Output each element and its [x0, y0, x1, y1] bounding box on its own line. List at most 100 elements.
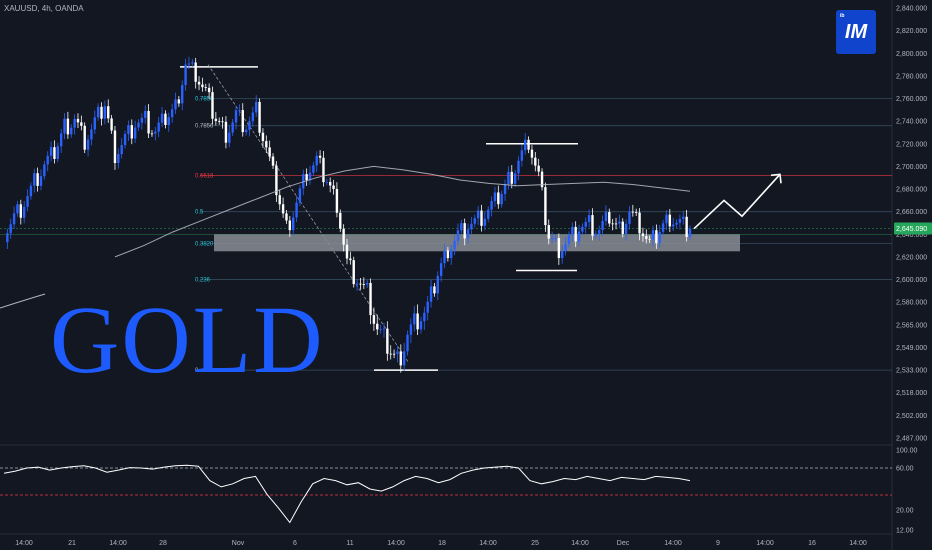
candle-body: [80, 122, 83, 126]
candle-body: [598, 230, 601, 234]
candle-body: [466, 229, 470, 239]
candle-body: [688, 228, 692, 237]
candle-body: [93, 117, 96, 130]
candle-body: [194, 62, 197, 82]
time-tick-label: 14:00: [756, 540, 774, 547]
candle-body: [587, 215, 591, 222]
candle-body: [567, 234, 571, 244]
price-axis[interactable]: 2,840.000 2,820.000 2,800.000 2,780.000 2,76…: [894, 6, 932, 443]
candle-body: [450, 249, 453, 259]
fib-label: 0: [195, 368, 199, 374]
candle-body: [399, 351, 403, 366]
candle-body: [113, 130, 117, 164]
candle-body: [365, 282, 369, 285]
candle-body: [534, 157, 537, 166]
candle-body: [524, 139, 527, 151]
time-tick-label: Dec: [617, 540, 630, 547]
candle-body: [86, 139, 90, 150]
moving-average-left-segment: [0, 293, 46, 309]
candle-body: [191, 62, 194, 64]
time-tick-label: 21: [68, 540, 76, 547]
candle-body: [608, 212, 611, 224]
rsi-pane: 100.00 60.00 20.00 12.00: [0, 448, 918, 535]
candle-body: [483, 218, 487, 226]
candle-body: [594, 233, 598, 236]
fib-label: 0.3820: [195, 241, 214, 247]
candle-body: [574, 226, 577, 242]
candle-body: [46, 155, 49, 165]
price-tick-label: 2,840.000: [896, 6, 927, 13]
candle-body: [127, 125, 130, 135]
candle-body: [446, 250, 450, 259]
candle-body: [288, 220, 292, 231]
brand-logo: ib IM: [836, 10, 876, 54]
candle-body: [177, 99, 181, 104]
candle-body: [500, 194, 503, 205]
candle-body: [110, 118, 113, 131]
candle-body: [641, 233, 645, 237]
time-tick-label: 14:00: [109, 540, 127, 547]
time-tick-label: 14:00: [571, 540, 589, 547]
candle-body: [372, 315, 376, 324]
candle-body: [73, 118, 76, 128]
candle-body: [90, 129, 93, 140]
candle-body: [624, 223, 628, 234]
candle-body: [181, 85, 184, 104]
time-tick-label: 25: [531, 540, 539, 547]
candle-body: [251, 112, 255, 122]
candle-body: [298, 188, 302, 203]
price-tick-label: 2,565.000: [896, 322, 927, 329]
price-tick-label: 2,680.000: [896, 187, 927, 194]
candle-body: [201, 84, 204, 88]
candle-body: [618, 221, 621, 224]
projection-path: [693, 173, 781, 230]
time-axis[interactable]: 14:00 21 14:00 28 Nov 6 11 14:00 18 14:00 25 14:00 D…: [15, 540, 867, 547]
candle-body: [419, 321, 423, 330]
candle-body: [517, 160, 520, 174]
candle-body: [241, 109, 244, 133]
candle-body: [668, 214, 672, 227]
price-tick-label: 2,820.000: [896, 28, 927, 35]
candle-body: [429, 286, 433, 302]
candle-body: [305, 174, 308, 181]
candle-body: [382, 328, 386, 330]
candle-body: [255, 101, 258, 113]
time-tick-label: 16: [808, 540, 816, 547]
candle-body: [355, 283, 359, 285]
candle-body: [6, 233, 9, 243]
candle-body: [497, 192, 500, 205]
candle-body: [308, 172, 312, 181]
candle-body: [49, 147, 53, 156]
price-tick-label: 2,600.000: [896, 277, 927, 284]
rsi-line: [3, 464, 691, 524]
time-tick-label: 14:00: [664, 540, 682, 547]
candle-body: [678, 218, 682, 223]
candle-body: [63, 118, 66, 134]
fib-label: 0.7856: [195, 124, 214, 130]
candle-body: [70, 127, 73, 135]
time-tick-label: 11: [346, 540, 353, 547]
candle-body: [621, 221, 624, 234]
candle-body: [571, 226, 574, 235]
candle-body: [150, 133, 154, 135]
candle-body: [480, 210, 483, 226]
candle-body: [285, 213, 288, 221]
candle-body: [231, 122, 234, 133]
candle-body: [651, 230, 655, 240]
candle-body: [268, 147, 271, 157]
candle-body: [26, 196, 29, 207]
candle-body: [137, 122, 140, 128]
candle-body: [43, 164, 46, 177]
candle-body: [56, 146, 60, 159]
candle-body: [107, 106, 110, 119]
candle-body: [439, 263, 443, 276]
candle-body: [170, 109, 174, 118]
candle-body: [402, 351, 406, 366]
candle-body: [154, 131, 157, 134]
candle-body: [379, 328, 382, 330]
candle-body: [278, 195, 281, 205]
rsi-tick-label: 100.00: [896, 448, 918, 455]
candle-body: [614, 223, 618, 225]
candle-body: [658, 231, 661, 244]
